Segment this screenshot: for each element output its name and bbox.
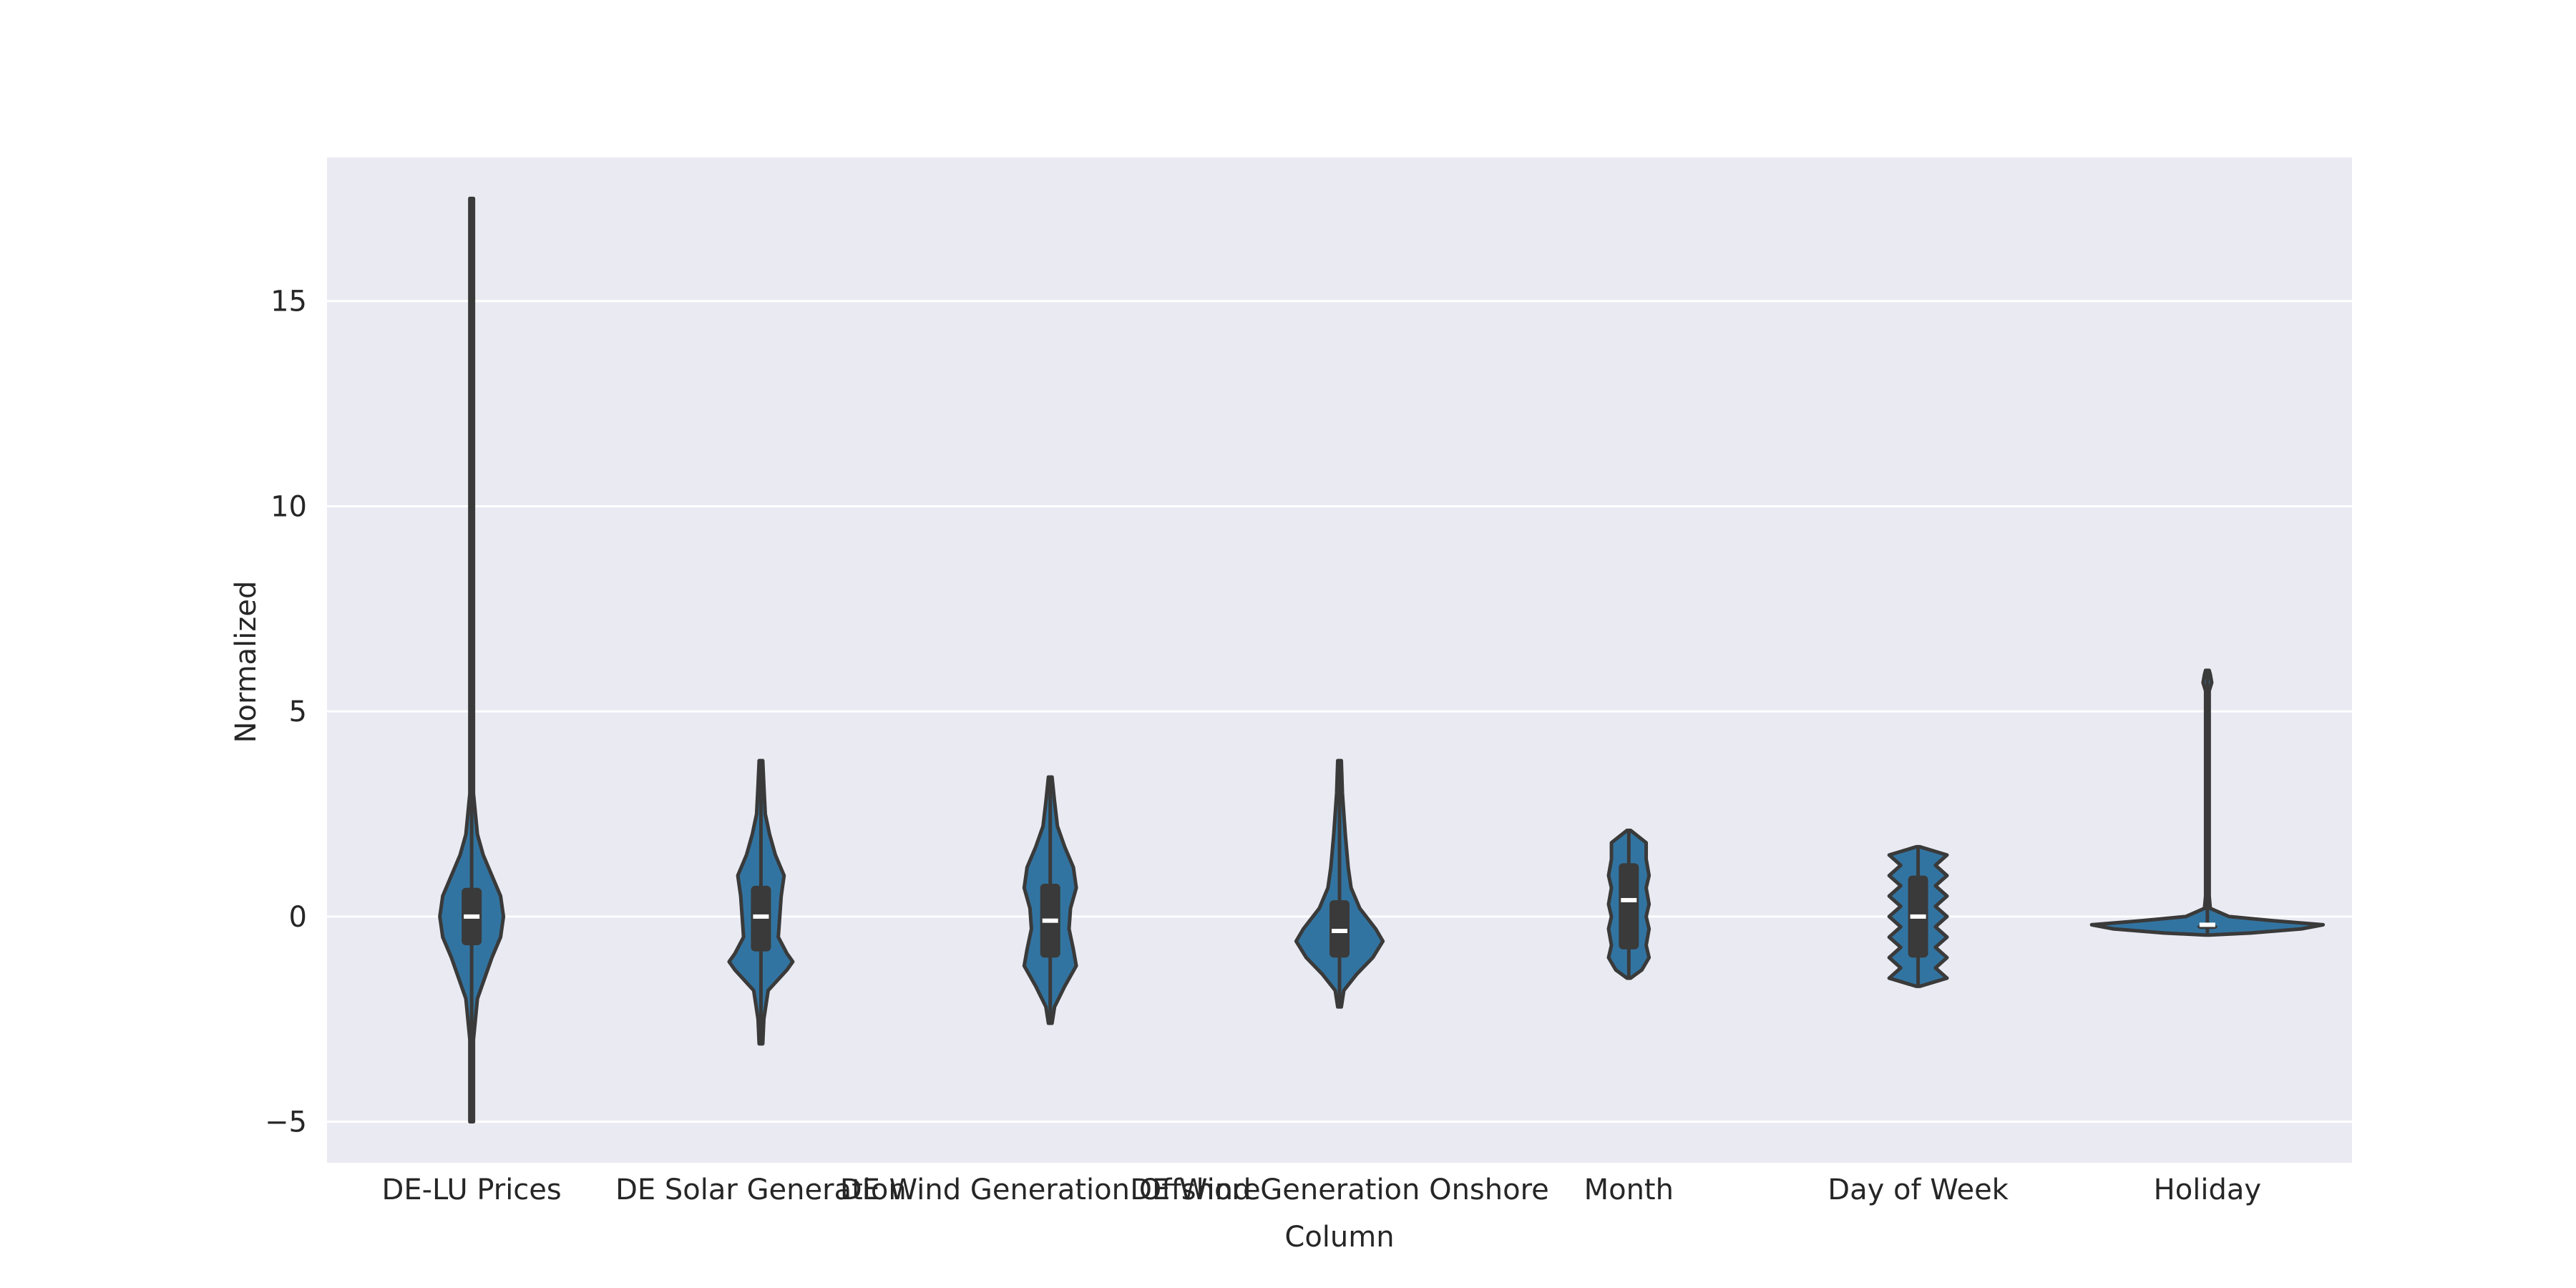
y-tick-label: 5 xyxy=(289,696,307,728)
x-tick-label: Month xyxy=(1584,1174,1674,1206)
violins xyxy=(438,196,2326,1124)
y-tick-label: 10 xyxy=(270,490,307,523)
y-tick-label: 15 xyxy=(270,286,307,318)
x-tick-label: Day of Week xyxy=(1828,1174,2009,1206)
x-tick-label: DE Wind Generation Onshore xyxy=(1130,1174,1549,1206)
violin-median xyxy=(1621,897,1637,902)
violin-median xyxy=(464,914,480,919)
x-tick-label: DE Solar Generation xyxy=(615,1174,907,1206)
x-tick-label: DE-LU Prices xyxy=(382,1174,562,1206)
x-tick-label: Holiday xyxy=(2154,1174,2261,1206)
violin-median xyxy=(1910,914,1926,919)
y-tick-labels: 15 10 5 0 −5 xyxy=(265,286,307,1139)
y-tick-label: 0 xyxy=(289,901,307,934)
x-tick-label: DE Wind Generation Offshore xyxy=(840,1174,1261,1206)
violin-median xyxy=(2199,922,2215,927)
y-axis-label: Normalized xyxy=(230,581,263,743)
y-tick-label: −5 xyxy=(265,1106,307,1139)
grid-lines xyxy=(327,300,2352,1123)
violin-median xyxy=(753,914,769,919)
violin-median xyxy=(1042,918,1058,923)
x-axis-label: Column xyxy=(1284,1221,1394,1254)
violin-iqr-box xyxy=(1619,863,1639,950)
plot-background xyxy=(327,157,2352,1163)
violin-median xyxy=(1332,928,1347,933)
